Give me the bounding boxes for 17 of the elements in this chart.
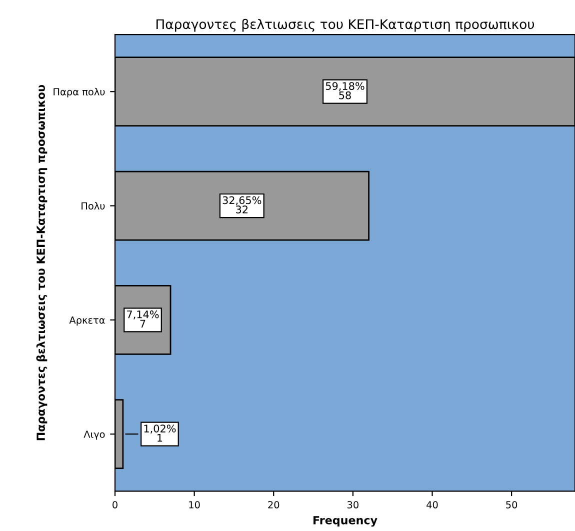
y-tick-label: Παρα πολυ [54, 88, 105, 98]
y-tick-label: Λιγο [84, 430, 105, 440]
x-tick-label: 0 [112, 501, 118, 508]
x-tick-label: 20 [268, 501, 280, 508]
data-label: 32,65% 32 [222, 196, 262, 214]
x-tick-label: 40 [426, 501, 438, 508]
data-label: 1,02% 1 [144, 424, 176, 442]
y-axis-title: Παραγοντες βελτιωσεις του ΚΕΠ-Καταρτιση προσωπικου [36, 85, 48, 440]
data-label: 7,14% 7 [127, 310, 159, 328]
chart-title: Παραγοντες βελτιωσεις του ΚΕΠ-Καταρτιση προσωπικου [156, 18, 534, 32]
y-tick-label: Αρκετα [69, 316, 105, 326]
data-label: 59,18% 58 [326, 82, 364, 100]
y-tick-label: Πολυ [82, 202, 105, 210]
x-axis-title: Frequency [314, 516, 378, 527]
x-tick-label: 10 [189, 501, 200, 508]
x-tick-label: 50 [506, 501, 518, 508]
x-tick-label: 30 [347, 501, 358, 508]
